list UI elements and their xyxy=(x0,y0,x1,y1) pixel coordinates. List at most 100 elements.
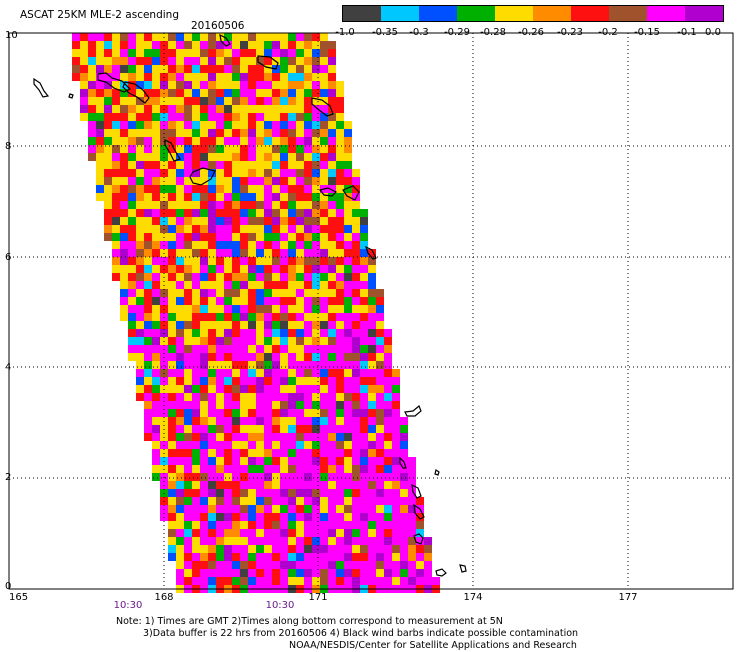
swath-cell xyxy=(416,497,424,505)
swath-cell xyxy=(280,497,288,505)
swath-cell xyxy=(272,49,280,57)
swath-cell xyxy=(216,497,224,505)
swath-cell xyxy=(312,345,320,353)
swath-cell xyxy=(408,521,416,529)
swath-cell xyxy=(288,385,296,393)
swath-cell xyxy=(344,345,352,353)
swath-cell xyxy=(312,457,320,465)
swath-cell xyxy=(408,545,416,553)
swath-cell xyxy=(336,537,344,545)
swath-cell xyxy=(320,433,328,441)
swath-cell xyxy=(136,377,144,385)
swath-cell xyxy=(248,241,256,249)
swath-cell xyxy=(152,209,160,217)
swath-cell xyxy=(176,145,184,153)
swath-cell xyxy=(112,89,120,97)
swath-cell xyxy=(256,553,264,561)
swath-cell xyxy=(280,521,288,529)
swath-cell xyxy=(152,161,160,169)
swath-cell xyxy=(336,249,344,257)
swath-cell xyxy=(280,201,288,209)
swath-cell xyxy=(104,65,112,73)
swath-cell xyxy=(136,233,144,241)
swath-cell xyxy=(192,545,200,553)
swath-cell xyxy=(200,569,208,577)
swath-cell xyxy=(376,553,384,561)
swath-cell xyxy=(352,265,360,273)
swath-cell xyxy=(248,121,256,129)
swath-cell xyxy=(360,257,368,265)
swath-cell xyxy=(152,417,160,425)
swath-cell xyxy=(192,497,200,505)
swath-cell xyxy=(344,401,352,409)
swath-cell xyxy=(336,313,344,321)
swath-cell xyxy=(392,393,400,401)
swath-cell xyxy=(352,569,360,577)
swath-cell xyxy=(224,177,232,185)
swath-cell xyxy=(304,113,312,121)
swath-cell xyxy=(376,497,384,505)
swath-cell xyxy=(352,273,360,281)
swath-cell xyxy=(152,249,160,257)
swath-cell xyxy=(152,289,160,297)
swath-cell xyxy=(344,537,352,545)
swath-cell xyxy=(248,345,256,353)
swath-cell xyxy=(264,113,272,121)
swath-cell xyxy=(128,273,136,281)
swath-cell xyxy=(312,193,320,201)
swath-cell xyxy=(104,217,112,225)
swath-cell xyxy=(104,105,112,113)
swath-cell xyxy=(368,425,376,433)
swath-cell xyxy=(240,169,248,177)
swath-cell xyxy=(352,281,360,289)
swath-cell xyxy=(208,473,216,481)
swath-cell xyxy=(232,113,240,121)
swath-cell xyxy=(200,129,208,137)
swath-cell xyxy=(328,401,336,409)
swath-cell xyxy=(280,481,288,489)
swath-cell xyxy=(240,505,248,513)
swath-cell xyxy=(144,169,152,177)
swath-cell xyxy=(352,417,360,425)
swath-cell xyxy=(312,425,320,433)
swath-cell xyxy=(344,329,352,337)
swath-cell xyxy=(248,41,256,49)
swath-cell xyxy=(152,153,160,161)
swath-cell xyxy=(376,537,384,545)
swath-cell xyxy=(344,217,352,225)
swath-cell xyxy=(248,81,256,89)
swath-cell xyxy=(280,137,288,145)
swath-cell xyxy=(296,265,304,273)
swath-cell xyxy=(72,41,80,49)
swath-cell xyxy=(344,289,352,297)
swath-cell xyxy=(312,129,320,137)
swath-cell xyxy=(392,545,400,553)
swath-cell xyxy=(168,337,176,345)
swath-cell xyxy=(168,137,176,145)
swath-cell xyxy=(152,449,160,457)
swath-cell xyxy=(360,537,368,545)
swath-cell xyxy=(232,337,240,345)
time-label: 10:30 xyxy=(265,600,295,611)
swath-cell xyxy=(392,449,400,457)
swath-cell xyxy=(240,441,248,449)
swath-cell xyxy=(336,329,344,337)
swath-cell xyxy=(168,81,176,89)
swath-cell xyxy=(216,577,224,585)
swath-cell xyxy=(344,473,352,481)
swath-cell xyxy=(336,513,344,521)
swath-cell xyxy=(168,513,176,521)
swath-cell xyxy=(112,177,120,185)
data-swath xyxy=(72,33,440,593)
swath-cell xyxy=(192,249,200,257)
swath-cell xyxy=(256,73,264,81)
swath-cell xyxy=(232,481,240,489)
swath-cell xyxy=(112,113,120,121)
swath-cell xyxy=(240,329,248,337)
swath-cell xyxy=(88,49,96,57)
swath-cell xyxy=(88,105,96,113)
swath-cell xyxy=(272,385,280,393)
swath-cell xyxy=(288,449,296,457)
swath-cell xyxy=(400,577,408,585)
swath-cell xyxy=(128,217,136,225)
